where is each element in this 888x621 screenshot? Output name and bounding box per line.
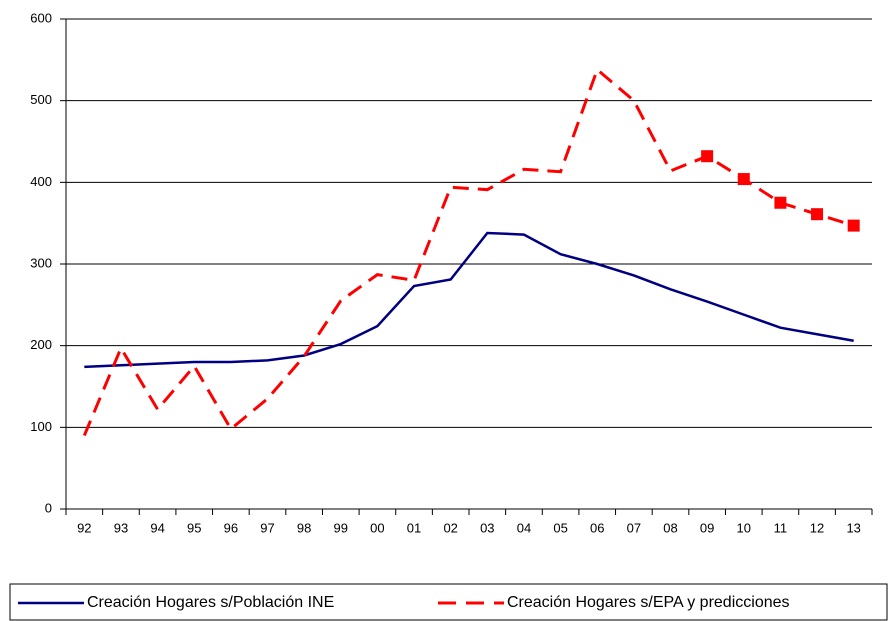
x-tick-label: 00 (370, 520, 384, 535)
y-tick-label: 400 (30, 174, 52, 189)
x-tick-label: 97 (260, 520, 274, 535)
point-marker (811, 208, 824, 221)
x-tick-label: 03 (480, 520, 494, 535)
x-tick-label: 94 (150, 520, 164, 535)
series-line (84, 231, 854, 369)
y-tick-label: 500 (30, 92, 52, 107)
x-tick-label: 93 (114, 520, 128, 535)
legend-label: Creación Hogares s/EPA y predicciones (507, 594, 790, 611)
x-tick-label: 92 (77, 520, 91, 535)
x-tick-label: 07 (627, 520, 641, 535)
x-tick-label: 99 (334, 520, 348, 535)
point-marker (847, 219, 860, 232)
x-tick-label: 02 (443, 520, 457, 535)
y-tick-label: 0 (45, 500, 52, 515)
x-tick-label: 01 (407, 520, 421, 535)
x-tick-label: 98 (297, 520, 311, 535)
y-tick-label: 200 (30, 337, 52, 352)
y-tick-label: 600 (30, 10, 52, 25)
point-marker (774, 196, 787, 209)
x-tick-label: 05 (553, 520, 567, 535)
x-tick-label: 06 (590, 520, 604, 535)
x-tick-label: 95 (187, 520, 201, 535)
x-tick-label: 10 (737, 520, 751, 535)
x-tick-label: 96 (224, 520, 238, 535)
legend-label: Creación Hogares s/Población INE (87, 594, 334, 611)
x-tick-label: 09 (700, 520, 714, 535)
x-tick-label: 12 (810, 520, 824, 535)
x-tick-label: 11 (774, 520, 788, 535)
x-tick-label: 13 (846, 520, 860, 535)
point-marker (737, 173, 750, 186)
x-tick-label: 08 (663, 520, 677, 535)
y-tick-label: 300 (30, 255, 52, 270)
series-line (82, 67, 855, 437)
y-tick-label: 100 (30, 419, 52, 434)
x-tick-label: 04 (517, 520, 531, 535)
point-marker (701, 150, 714, 163)
